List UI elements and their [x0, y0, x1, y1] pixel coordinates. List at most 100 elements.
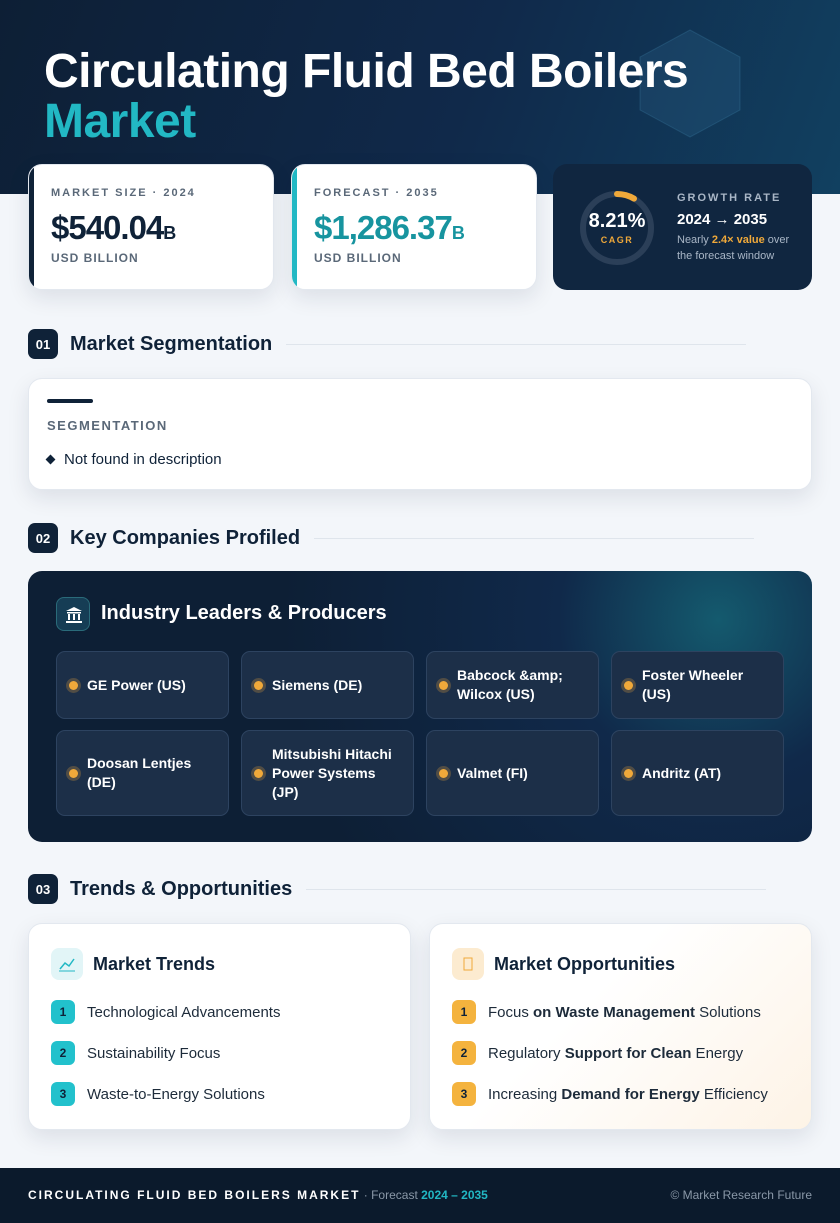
title: Circulating Fluid Bed Boilers: [44, 45, 689, 98]
company-name: Babcock &amp; Wilcox (US): [457, 667, 563, 702]
growth-range: 2024 → 2035: [677, 211, 768, 228]
section-title: Key Companies Profiled: [70, 526, 301, 549]
section-title: Market Segmentation: [70, 332, 273, 355]
company-name: Siemens (DE): [272, 676, 363, 693]
item-text: Technological Advancements: [87, 1003, 281, 1021]
company-name: Mitsubishi Hitachi Power Systems (JP): [272, 745, 392, 800]
item-number: 1: [452, 1000, 476, 1024]
section-header: 02 Key Companies Profiled: [28, 523, 755, 553]
item-number: 1: [51, 1000, 75, 1024]
bullet: [254, 768, 263, 778]
company-name: Valmet (FI): [457, 764, 528, 781]
accent-bar: [29, 165, 34, 289]
panel-title: Industry Leaders & Producers: [101, 602, 387, 624]
company-name: Foster Wheeler (US): [642, 667, 744, 702]
company-card: Babcock &amp; Wilcox (US): [426, 651, 599, 719]
text-part: Efficiency: [699, 1085, 768, 1103]
stat-value: $1,286.37B: [314, 209, 465, 247]
bullet: [439, 768, 448, 778]
stat-sub: USD BILLION: [51, 251, 139, 265]
growth-value: 8.21%: [588, 210, 646, 232]
bullet: [69, 680, 78, 690]
stat-label: FORECAST · 2035: [314, 187, 439, 199]
note-emphasis: 2.4× value: [711, 234, 765, 246]
item-text: Focus on Waste Management Solutions: [488, 1004, 761, 1021]
section-header: 03 Trends & Opportunities: [28, 874, 767, 904]
footer: CIRCULATING FLUID BED BOILERS MARKET · F…: [0, 1168, 840, 1223]
stat-card: FORECAST · 2035 $1,286.37B USD BILLION: [291, 164, 537, 290]
trend-item: 1 Technological Advancements: [51, 1000, 280, 1024]
unit: B: [451, 223, 465, 243]
opportunity-item: 1 Focus on Waste Management Solutions: [452, 1000, 761, 1024]
section-title: Trends & Opportunities: [70, 877, 293, 900]
trend-item: 2 Sustainability Focus: [51, 1041, 220, 1065]
company-card: Doosan Lentjes (DE): [56, 730, 229, 816]
icon: [51, 948, 83, 980]
card-title: Market Opportunities: [494, 954, 676, 974]
footer-text: CIRCULATING FLUID BED BOILERS MARKET · F…: [28, 1188, 488, 1202]
opportunity-item: 2 Regulatory Support for Clean Energy: [452, 1041, 743, 1065]
company-name: Andritz (AT): [642, 764, 722, 781]
text-part: Support for Clean: [564, 1044, 692, 1062]
company-card: Valmet (FI): [426, 730, 599, 816]
item-number: 3: [51, 1082, 75, 1106]
company-card: GE Power (US): [56, 651, 229, 719]
bullet: [439, 680, 448, 690]
trends-card: Market Trends 1 Technological Advancement…: [28, 923, 411, 1130]
company-name: Doosan Lentjes (DE): [87, 755, 192, 790]
section-number: 02: [28, 523, 58, 553]
hexagon-decor: [639, 29, 741, 138]
title-accent: Market: [44, 95, 196, 148]
footer-years: 2024 – 2035: [421, 1188, 488, 1202]
growth-badge: CAGR: [600, 235, 634, 245]
company-card: Mitsubishi Hitachi Power Systems (JP): [241, 730, 414, 816]
footer-sep: · Forecast: [360, 1188, 422, 1202]
stat-sub: USD BILLION: [314, 251, 402, 265]
card-title: Market Trends: [93, 954, 216, 974]
value: $540.04: [51, 209, 164, 246]
note: Nearly: [677, 234, 712, 246]
companies-panel: Industry Leaders & Producers GE Power (U…: [28, 571, 812, 842]
bullet: [254, 680, 263, 690]
growth-title: GROWTH RATE: [677, 192, 782, 204]
stat-value: $540.04B: [51, 209, 176, 247]
section-number: 01: [28, 329, 58, 359]
icon: [56, 597, 90, 631]
footer-credit: © Market Research Future: [670, 1188, 812, 1202]
item-text: Regulatory Support for Clean Energy: [488, 1045, 743, 1062]
text-part: Demand for Energy: [561, 1085, 700, 1103]
gauge: [580, 191, 654, 265]
text-part: Energy: [691, 1044, 744, 1062]
item-number: 2: [452, 1041, 476, 1065]
item-text: Increasing Demand for Energy Efficiency: [488, 1086, 768, 1103]
bullet: [69, 768, 78, 778]
text-part: Focus: [488, 1003, 534, 1021]
segmentation-label: SEGMENTATION: [47, 418, 168, 433]
footer-title: CIRCULATING FLUID BED BOILERS MARKET: [28, 1188, 361, 1202]
header-band: [0, 0, 840, 194]
company-name: GE Power (US): [87, 676, 186, 693]
item-text: Sustainability Focus: [87, 1044, 221, 1062]
text-part: on Waste Management: [533, 1003, 695, 1021]
value: $1,286.37: [314, 209, 453, 246]
item-number: 2: [51, 1041, 75, 1065]
item-number: 3: [452, 1082, 476, 1106]
section-header: 01 Market Segmentation: [28, 329, 747, 359]
text-part: Regulatory: [488, 1044, 565, 1062]
growth-note: Nearly 2.4× value over the forecast wind…: [677, 232, 799, 264]
bullet: [624, 680, 633, 690]
opportunities-card: Market Opportunities 1 Focus on Waste Man…: [429, 923, 812, 1130]
section-number: 03: [28, 874, 58, 904]
note: over the forecast window: [677, 234, 790, 262]
stat-label: MARKET SIZE · 2024: [51, 187, 196, 199]
trend-item: 3 Waste-to-Energy Solutions: [51, 1082, 265, 1106]
company-card: Andritz (AT): [611, 730, 784, 816]
company-card: Foster Wheeler (US): [611, 651, 784, 719]
segmentation-card: SEGMENTATION Not found in description: [28, 378, 812, 490]
text-part: Increasing: [488, 1085, 562, 1103]
item-text: Waste-to-Energy Solutions: [87, 1085, 265, 1103]
segmentation-item: Not found in description: [45, 451, 222, 468]
accent-bar: [292, 165, 297, 289]
bullet: [624, 768, 633, 778]
